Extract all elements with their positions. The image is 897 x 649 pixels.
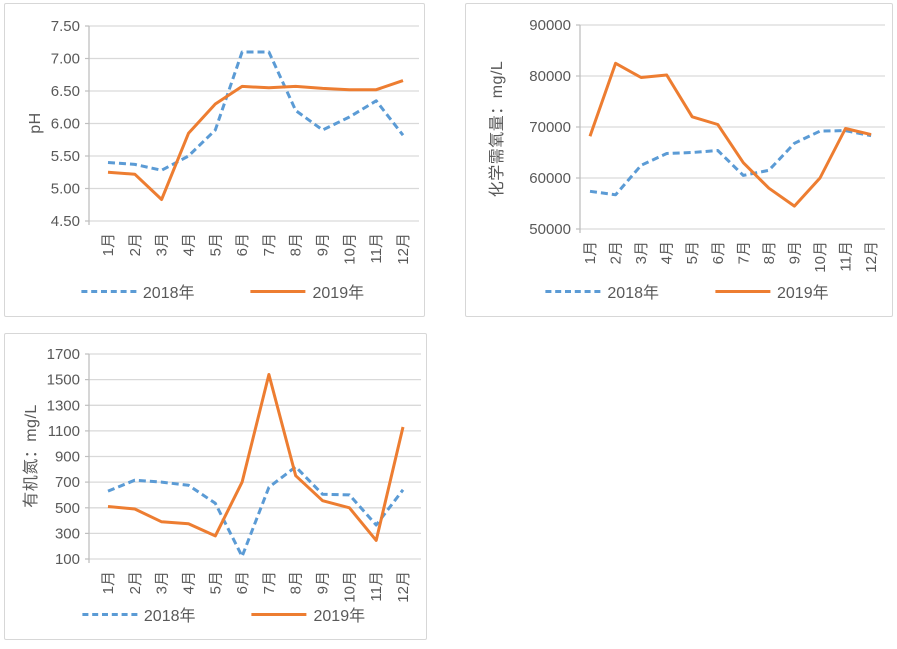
y-tick-label: 5.50 [51,148,80,165]
legend-label-2018: 2018年 [607,285,659,302]
x-tick-label: 2月 [608,241,625,264]
x-tick-label: 4月 [181,571,198,594]
x-tick-label: 6月 [710,241,727,264]
organic-nitrogen-legend: 2018年 2019年 [81,602,366,626]
x-tick-label: 12月 [395,571,412,603]
legend-label-2018: 2018年 [142,285,195,302]
solid-line-swatch-2019 [715,289,770,293]
x-tick-label: 5月 [207,571,224,594]
y-tick-label: 6.50 [51,83,80,100]
x-tick-label: 5月 [207,233,224,256]
y-tick-label: 900 [55,449,80,466]
ph-chart: 7.50 7.00 6.50 6.00 5.50 5.00 4.50 1月 2月 3月 4月 5月 6月… [4,3,425,317]
legend-item-2018: 2018年 [545,279,659,303]
y-tick-label: 90000 [529,17,571,34]
ph-plot-area: 7.50 7.00 6.50 6.00 5.50 5.00 4.50 1月 2月 3月 4月 5月 6月… [51,18,419,265]
x-tick-label: 11月 [838,241,855,272]
x-tick-label: 1月 [100,571,117,594]
x-tick-label: 7月 [261,233,278,256]
x-tick-label: 8月 [761,241,778,264]
legend-item-2018: 2018年 [80,279,195,303]
legend-label-2019: 2019年 [313,608,366,625]
y-tick-label: 50000 [529,221,571,238]
x-tick-label: 8月 [288,571,305,594]
y-tick-label: 7.50 [51,18,80,35]
cod-plot-area: 90000 80000 70000 60000 50000 1月 2月 3月 4月 5月 6月 7月 8… [529,17,885,273]
y-tick-label: 60000 [529,170,571,187]
y-tick-label: 700 [55,474,80,491]
ph-y-axis-title: pH [27,112,44,134]
x-tick-label: 9月 [786,241,803,264]
y-tick-label: 4.50 [51,213,80,230]
x-tick-label: 2月 [127,571,144,594]
x-tick-label: 3月 [154,233,171,256]
y-tick-label: 80000 [529,68,571,85]
x-tick-label: 12月 [863,241,880,273]
x-tick-label: 9月 [315,571,332,594]
y-tick-label: 1700 [47,346,80,363]
y-tick-label: 100 [55,551,80,568]
y-tick-label: 300 [55,525,80,542]
x-tick-label: 5月 [684,241,701,264]
series-line-2018年 [107,465,405,558]
organic-nitrogen-y-axis-title: 有机氮：mg/L [23,404,40,508]
series-line-2019年 [588,61,872,208]
y-tick-label: 1100 [48,423,80,440]
x-tick-label: 1月 [100,233,117,256]
x-tick-label: 7月 [735,241,752,264]
solid-line-swatch-2019 [250,289,306,293]
series-line-2019年 [107,373,405,542]
legend-label-2018: 2018年 [143,608,196,625]
dashed-line-swatch-2018 [545,289,601,293]
cod-y-axis-title: 化学需氧量：mg/L [489,60,506,198]
ph-legend: 2018年 2019年 [80,279,365,303]
x-tick-label: 1月 [582,241,599,264]
x-tick-label: 4月 [181,233,198,256]
y-tick-label: 70000 [529,119,571,136]
x-tick-label: 10月 [341,233,358,265]
cod-legend: 2018年 2019年 [545,279,829,303]
x-tick-label: 2月 [127,233,144,256]
x-tick-label: 8月 [288,233,305,256]
dashed-line-swatch-2018 [80,289,136,293]
y-tick-label: 1500 [47,372,80,389]
y-tick-label: 5.00 [51,181,80,198]
x-tick-label: 6月 [234,571,251,594]
legend-item-2019: 2019年 [715,279,829,303]
x-tick-label: 10月 [341,571,358,603]
y-tick-label: 500 [55,500,80,517]
organic-nitrogen-plot-area: 1700 1500 1300 1100 900 700 500 300 100 1月 2月 3月 4月 5… [47,346,421,603]
solid-line-swatch-2019 [251,612,307,616]
y-tick-label: 7.00 [51,51,80,68]
legend-item-2019: 2019年 [250,279,365,303]
x-tick-label: 10月 [812,241,829,273]
legend-item-2018: 2018年 [81,602,196,626]
x-tick-label: 7月 [261,571,278,594]
legend-item-2019: 2019年 [251,602,366,626]
x-tick-label: 9月 [315,233,332,256]
x-tick-label: 11月 [368,571,385,602]
x-tick-label: 12月 [395,233,412,265]
series-line-2019年 [107,79,404,201]
x-tick-label: 3月 [154,571,171,594]
dashed-line-swatch-2018 [81,612,137,616]
series-line-2018年 [107,50,405,172]
x-tick-label: 11月 [368,233,385,264]
legend-label-2019: 2019年 [777,285,829,302]
x-tick-label: 4月 [659,241,676,264]
x-tick-label: 6月 [234,233,251,256]
y-tick-label: 1300 [47,397,80,414]
legend-label-2019: 2019年 [312,285,365,302]
y-tick-label: 6.00 [51,116,80,133]
x-tick-label: 3月 [633,241,650,264]
cod-chart: 90000 80000 70000 60000 50000 1月 2月 3月 4月 5月 6月 7月 8… [465,3,893,317]
organic-nitrogen-chart: 1700 1500 1300 1100 900 700 500 300 100 1月 2月 3月 4月 5… [4,333,427,640]
series-line-2018年 [589,129,872,197]
